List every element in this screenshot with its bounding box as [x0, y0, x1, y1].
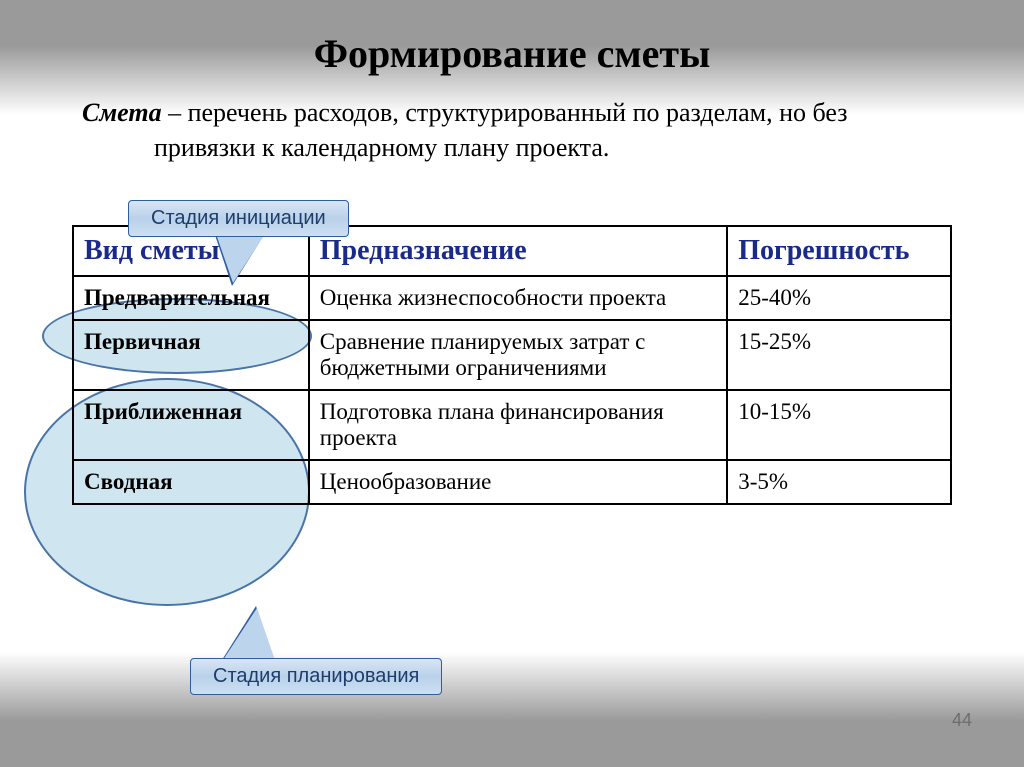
row-label: Первичная	[73, 320, 309, 390]
row-label: Предварительная	[73, 276, 309, 320]
row-desc: Ценообразование	[309, 460, 727, 504]
callout-top-tail	[215, 231, 267, 283]
row-label: Приближенная	[73, 390, 309, 460]
definition-body: – перечень расходов, структурированный п…	[154, 98, 848, 162]
table-row: Сводная Ценообразование 3-5%	[73, 460, 951, 504]
definition-text: Смета – перечень расходов, структурирова…	[82, 95, 952, 165]
callout-initiation: Стадия инициации	[128, 200, 349, 237]
col-purpose: Предназначение	[309, 226, 727, 276]
definition-term: Смета	[82, 98, 162, 127]
table-row: Первичная Сравнение планируемых затрат с…	[73, 320, 951, 390]
col-error: Погрешность	[727, 226, 951, 276]
row-error: 25-40%	[727, 276, 951, 320]
row-error: 15-25%	[727, 320, 951, 390]
row-label: Сводная	[73, 460, 309, 504]
row-desc: Сравнение планируемых затрат с бюджетным…	[309, 320, 727, 390]
page-number: 44	[952, 710, 972, 731]
row-error: 10-15%	[727, 390, 951, 460]
row-desc: Подготовка плана финансирования проекта	[309, 390, 727, 460]
row-desc: Оценка жизнеспособности проекта	[309, 276, 727, 320]
slide: Формирование сметы Смета – перечень расх…	[0, 0, 1024, 767]
estimates-table: Вид сметы Предназначение Погрешность Пре…	[72, 225, 952, 505]
callout-bottom-tail	[223, 608, 275, 660]
row-error: 3-5%	[727, 460, 951, 504]
table-row: Предварительная Оценка жизнеспособности …	[73, 276, 951, 320]
table-row: Приближенная Подготовка плана финансиров…	[73, 390, 951, 460]
slide-title: Формирование сметы	[72, 30, 952, 77]
callout-planning: Стадия планирования	[190, 658, 442, 695]
